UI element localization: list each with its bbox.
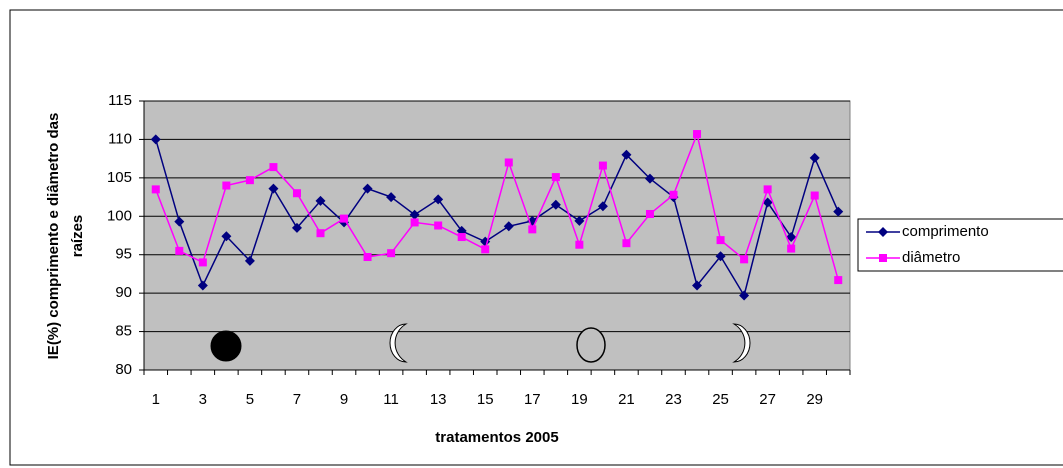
point [739,290,750,301]
point [362,183,373,194]
point [740,255,749,264]
point [151,185,160,194]
legend-label: diâmetro [902,249,960,266]
point [763,185,772,194]
point [598,161,607,170]
point [340,214,349,223]
point [716,236,725,245]
point [386,192,397,203]
point [550,199,561,210]
full-moon [576,327,606,363]
y-tick-label: 110 [108,130,132,147]
point [269,163,278,172]
point [597,201,608,212]
point [669,190,678,199]
point [503,221,514,232]
point [645,209,654,218]
y-axis-title: raízes [69,215,86,258]
point [693,130,702,139]
y-tick-label: 115 [108,92,132,109]
point [786,232,797,243]
legend-box [857,218,1063,272]
y-tick-label: 95 [115,246,132,263]
point [833,206,844,217]
x-tick-label: 17 [524,391,541,408]
point [621,149,632,160]
point [150,134,161,145]
point [574,215,585,226]
x-tick-label: 25 [712,391,729,408]
point [715,251,726,262]
point [504,158,513,167]
point [457,233,466,242]
point [434,221,443,230]
y-tick-label: 105 [107,169,132,186]
legend-marker [878,227,888,237]
point [363,253,372,262]
point [244,255,255,266]
point [409,209,420,220]
x-tick-label: 11 [383,391,399,408]
x-tick-label: 13 [430,391,447,408]
point [575,240,584,249]
y-tick-label: 80 [115,361,132,378]
point [174,216,185,227]
x-axis-title: tratamentos 2005 [435,429,558,446]
x-tick-label: 21 [618,391,635,408]
y-axis-title: IE(%) comprimento e diâmetro das [45,113,62,360]
x-tick-label: 7 [293,391,301,408]
point [810,191,819,200]
point [410,218,419,227]
y-tick-label: 90 [115,284,132,301]
point [551,173,560,182]
point [175,246,184,255]
x-tick-label: 29 [806,391,823,408]
point [245,176,254,185]
point [644,173,655,184]
legend-label: comprimento [902,223,989,240]
point [481,245,490,254]
point [222,181,231,190]
x-tick-label: 9 [340,391,348,408]
x-tick-label: 5 [246,391,254,408]
new-moon [210,330,242,362]
x-tick-label: 23 [665,391,682,408]
waning-moon [732,323,751,363]
point [762,197,773,208]
legend-marker [879,254,887,262]
y-tick-label: 85 [115,323,132,340]
point [198,258,207,267]
crescent-moon [389,323,408,363]
series [151,130,843,285]
point [268,183,279,194]
x-tick-label: 1 [152,391,160,408]
series-line [155,139,839,298]
point [809,152,820,163]
point [316,229,325,238]
point [387,249,396,258]
point [292,189,301,198]
point [834,276,843,285]
point [315,195,326,206]
x-tick-label: 15 [477,391,494,408]
y-tick-label: 100 [107,207,132,224]
moon-phases [210,323,751,363]
point [787,244,796,253]
point [291,222,302,233]
x-tick-label: 27 [759,391,776,408]
plot-area [143,100,851,371]
point [528,225,537,234]
point [197,280,208,291]
point [221,231,232,242]
point [622,239,631,248]
x-tick-label: 3 [199,391,207,408]
x-tick-label: 19 [571,391,588,408]
point [433,194,444,205]
point [692,280,703,291]
